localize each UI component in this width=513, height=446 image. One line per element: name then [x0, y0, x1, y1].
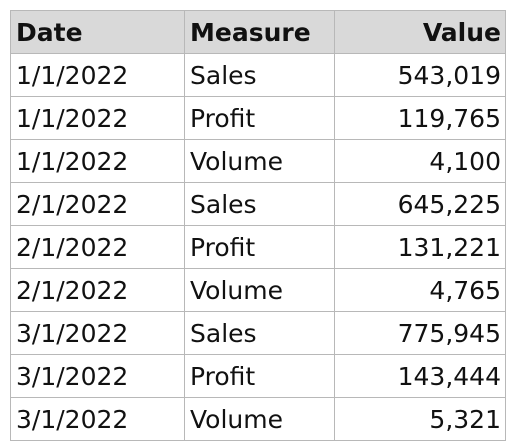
column-header-measure[interactable]: Measure — [184, 10, 335, 54]
value-cell[interactable]: 119,765 — [334, 96, 506, 140]
value-cell[interactable]: 4,100 — [334, 139, 506, 183]
table-body: 1/1/2022 Sales 543,019 1/1/2022 Profit 1… — [10, 53, 506, 441]
table-row: 3/1/2022 Profit 143,444 — [10, 354, 506, 398]
measure-cell[interactable]: Sales — [184, 311, 335, 355]
column-header-date[interactable]: Date — [10, 10, 185, 54]
date-cell[interactable]: 2/1/2022 — [10, 182, 185, 226]
table-row: 3/1/2022 Sales 775,945 — [10, 311, 506, 355]
measure-cell[interactable]: Volume — [184, 397, 335, 441]
date-cell[interactable]: 3/1/2022 — [10, 354, 185, 398]
data-table: Date Measure Value 1/1/2022 Sales 543,01… — [10, 10, 506, 441]
measure-cell[interactable]: Volume — [184, 139, 335, 183]
table-row: 1/1/2022 Volume 4,100 — [10, 139, 506, 183]
table-row: 2/1/2022 Profit 131,221 — [10, 225, 506, 269]
value-cell[interactable]: 543,019 — [334, 53, 506, 97]
measure-cell[interactable]: Profit — [184, 354, 335, 398]
table-row: 1/1/2022 Profit 119,765 — [10, 96, 506, 140]
table-row: 2/1/2022 Volume 4,765 — [10, 268, 506, 312]
date-cell[interactable]: 3/1/2022 — [10, 397, 185, 441]
value-cell[interactable]: 5,321 — [334, 397, 506, 441]
measure-cell[interactable]: Volume — [184, 268, 335, 312]
table-header: Date Measure Value — [10, 10, 506, 54]
date-cell[interactable]: 2/1/2022 — [10, 268, 185, 312]
value-cell[interactable]: 131,221 — [334, 225, 506, 269]
value-cell[interactable]: 645,225 — [334, 182, 506, 226]
table-row: 3/1/2022 Volume 5,321 — [10, 397, 506, 441]
header-row: Date Measure Value — [10, 10, 506, 54]
date-cell[interactable]: 1/1/2022 — [10, 96, 185, 140]
column-header-value[interactable]: Value — [334, 10, 506, 54]
value-cell[interactable]: 775,945 — [334, 311, 506, 355]
date-cell[interactable]: 3/1/2022 — [10, 311, 185, 355]
value-cell[interactable]: 143,444 — [334, 354, 506, 398]
date-cell[interactable]: 2/1/2022 — [10, 225, 185, 269]
value-cell[interactable]: 4,765 — [334, 268, 506, 312]
table-row: 1/1/2022 Sales 543,019 — [10, 53, 506, 97]
measure-cell[interactable]: Profit — [184, 96, 335, 140]
table-row: 2/1/2022 Sales 645,225 — [10, 182, 506, 226]
date-cell[interactable]: 1/1/2022 — [10, 53, 185, 97]
measure-cell[interactable]: Sales — [184, 53, 335, 97]
measure-cell[interactable]: Profit — [184, 225, 335, 269]
measure-cell[interactable]: Sales — [184, 182, 335, 226]
date-cell[interactable]: 1/1/2022 — [10, 139, 185, 183]
